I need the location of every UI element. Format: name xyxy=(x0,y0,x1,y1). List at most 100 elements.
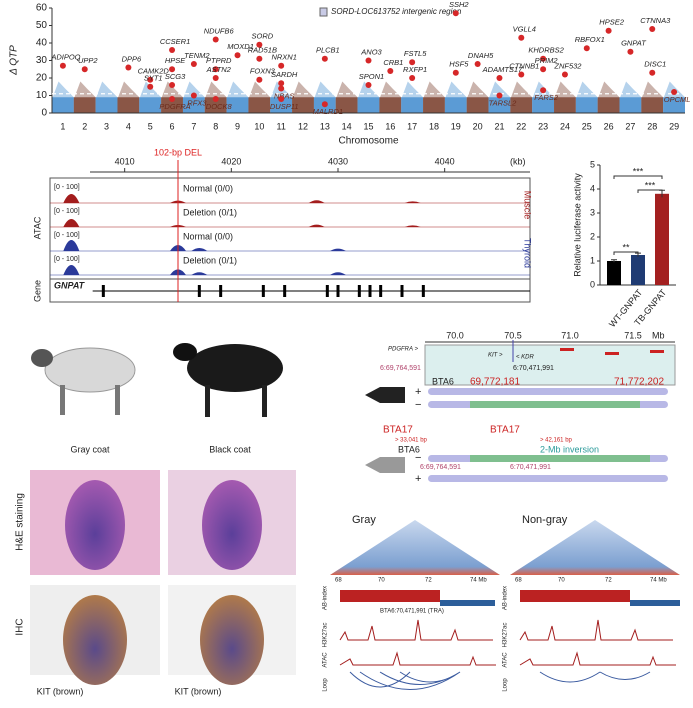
x-tick-label: 18 xyxy=(429,121,439,131)
hic-panel: Gray Non-gray 68 70 72 74 Mb 68 70 72 74… xyxy=(323,514,680,692)
gene-block xyxy=(560,348,574,351)
point-cloud xyxy=(95,97,118,113)
x-tick-label: 20 xyxy=(473,121,483,131)
gene-point xyxy=(147,83,154,90)
track-label: H3K27ac xyxy=(503,623,509,648)
gene-label: < KDR xyxy=(516,355,535,361)
gene-label: PDGFRA xyxy=(159,102,190,111)
point-cloud xyxy=(466,97,489,113)
gene-point xyxy=(190,61,197,67)
track-name: Deletion (0/1) xyxy=(183,207,237,217)
gene-label: TARSL2 xyxy=(489,98,518,107)
callout: BTA6:70,471,991 (TRA) xyxy=(380,609,444,615)
gene-label: DPP6 xyxy=(122,54,142,63)
significance: ** xyxy=(622,242,630,252)
y-tick-label: 40 xyxy=(36,38,48,49)
point-cloud xyxy=(423,97,445,113)
significance: *** xyxy=(633,166,644,176)
inverted-segment xyxy=(470,401,640,408)
gene-label: CAMK2D xyxy=(138,67,170,76)
gene-point xyxy=(256,41,263,48)
gene-label: DISC1 xyxy=(644,60,666,69)
coat-photos: Gray coat Black coat H&E staining IHC KI… xyxy=(15,343,296,696)
point-cloud xyxy=(641,97,664,113)
group-label: Muscle xyxy=(523,191,533,220)
black-cow xyxy=(187,344,283,392)
gene-label: SCG3 xyxy=(165,72,186,81)
gene-label: DNAH5 xyxy=(468,51,494,60)
exon xyxy=(283,285,287,297)
hic-map xyxy=(510,520,680,575)
ab-track xyxy=(440,600,495,606)
gene-label: FOXN3 xyxy=(250,67,276,76)
point-cloud xyxy=(52,97,74,113)
gray-cow-head xyxy=(31,349,53,367)
point-cloud xyxy=(663,97,685,113)
point-cloud xyxy=(226,97,249,113)
point-cloud xyxy=(554,97,576,113)
x-tick-label: 7 xyxy=(191,121,196,131)
leg xyxy=(60,385,65,415)
gene-label: DUSP11 xyxy=(270,102,299,111)
deletion-label: 102-bp DEL xyxy=(154,147,202,157)
gene-point xyxy=(605,27,612,34)
gene-label: FARS2 xyxy=(534,93,558,102)
position: 6:69,764,591 xyxy=(380,365,421,372)
point-cloud xyxy=(270,97,293,113)
x-tick-label: 14 xyxy=(342,121,352,131)
track-axis-label: ATAC xyxy=(32,216,42,239)
x-tick-label: 19 xyxy=(451,121,461,131)
follicle xyxy=(63,595,127,685)
strand: − xyxy=(415,399,421,411)
track-label: ATAC xyxy=(323,652,329,668)
gene-label: CRB1 xyxy=(383,58,403,67)
x-tick-label: 4 xyxy=(126,121,131,131)
gene-point xyxy=(540,66,547,73)
peak xyxy=(308,200,325,203)
insert-size: > 42,161 bp xyxy=(540,438,573,444)
breakpoint: 69,772,181 xyxy=(470,377,520,388)
inverted-segment xyxy=(470,455,650,462)
gene-label: NDUFB6 xyxy=(204,26,235,35)
gene-point xyxy=(278,96,285,102)
point-cloud xyxy=(510,97,533,113)
x-tick-label: 13 xyxy=(320,121,330,131)
gene-label: RFX3 xyxy=(187,98,207,107)
bar xyxy=(631,255,645,285)
gene-label: MOXD1 xyxy=(227,42,254,51)
x-tick-label: 5 xyxy=(148,121,153,131)
inversion-diagram: 70.0 70.5 71.0 71.5 Mb PDGFRA > KIT > < … xyxy=(365,330,676,485)
gene-label: RBFOX1 xyxy=(575,35,605,44)
gene-point xyxy=(278,85,285,92)
point-cloud xyxy=(248,97,271,113)
gene-point xyxy=(169,66,176,73)
axis-label: 71.0 xyxy=(561,330,579,340)
caption: KIT (brown) xyxy=(37,686,84,696)
bar xyxy=(655,193,669,285)
axis-label: Mb xyxy=(652,330,665,340)
gene-point xyxy=(365,82,372,88)
peak xyxy=(308,224,325,227)
gene-label: TENM2 xyxy=(184,51,210,60)
gene-point xyxy=(540,87,547,94)
gene-label: SYT1 xyxy=(144,74,163,83)
gene-point xyxy=(409,59,416,66)
gene-label: RXFP1 xyxy=(403,65,427,74)
group-label: Thyroid xyxy=(523,238,533,268)
point-cloud xyxy=(597,97,620,113)
bracket xyxy=(637,189,663,193)
x-tick-label: 21 xyxy=(494,121,504,131)
y-tick-label: 60 xyxy=(36,3,48,14)
gene-point xyxy=(561,71,568,78)
gene-block xyxy=(605,352,619,355)
error-bar xyxy=(611,259,617,263)
chrom-label: BTA6 xyxy=(432,376,454,386)
x-tick-label: 11 xyxy=(277,121,286,131)
x-tick-label: 24 xyxy=(560,121,570,131)
peak xyxy=(191,248,208,251)
gene-label: GNPAT xyxy=(621,39,647,48)
axis-label: 70 xyxy=(558,578,565,584)
track-label: AB-index xyxy=(503,586,509,610)
ab-track xyxy=(520,590,630,602)
axis-label: 68 xyxy=(335,578,342,584)
